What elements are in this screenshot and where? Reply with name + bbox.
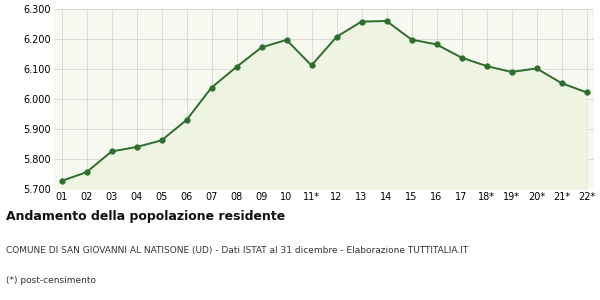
Text: Andamento della popolazione residente: Andamento della popolazione residente <box>6 210 285 223</box>
Text: (*) post-censimento: (*) post-censimento <box>6 276 96 285</box>
Text: COMUNE DI SAN GIOVANNI AL NATISONE (UD) - Dati ISTAT al 31 dicembre - Elaborazio: COMUNE DI SAN GIOVANNI AL NATISONE (UD) … <box>6 246 468 255</box>
